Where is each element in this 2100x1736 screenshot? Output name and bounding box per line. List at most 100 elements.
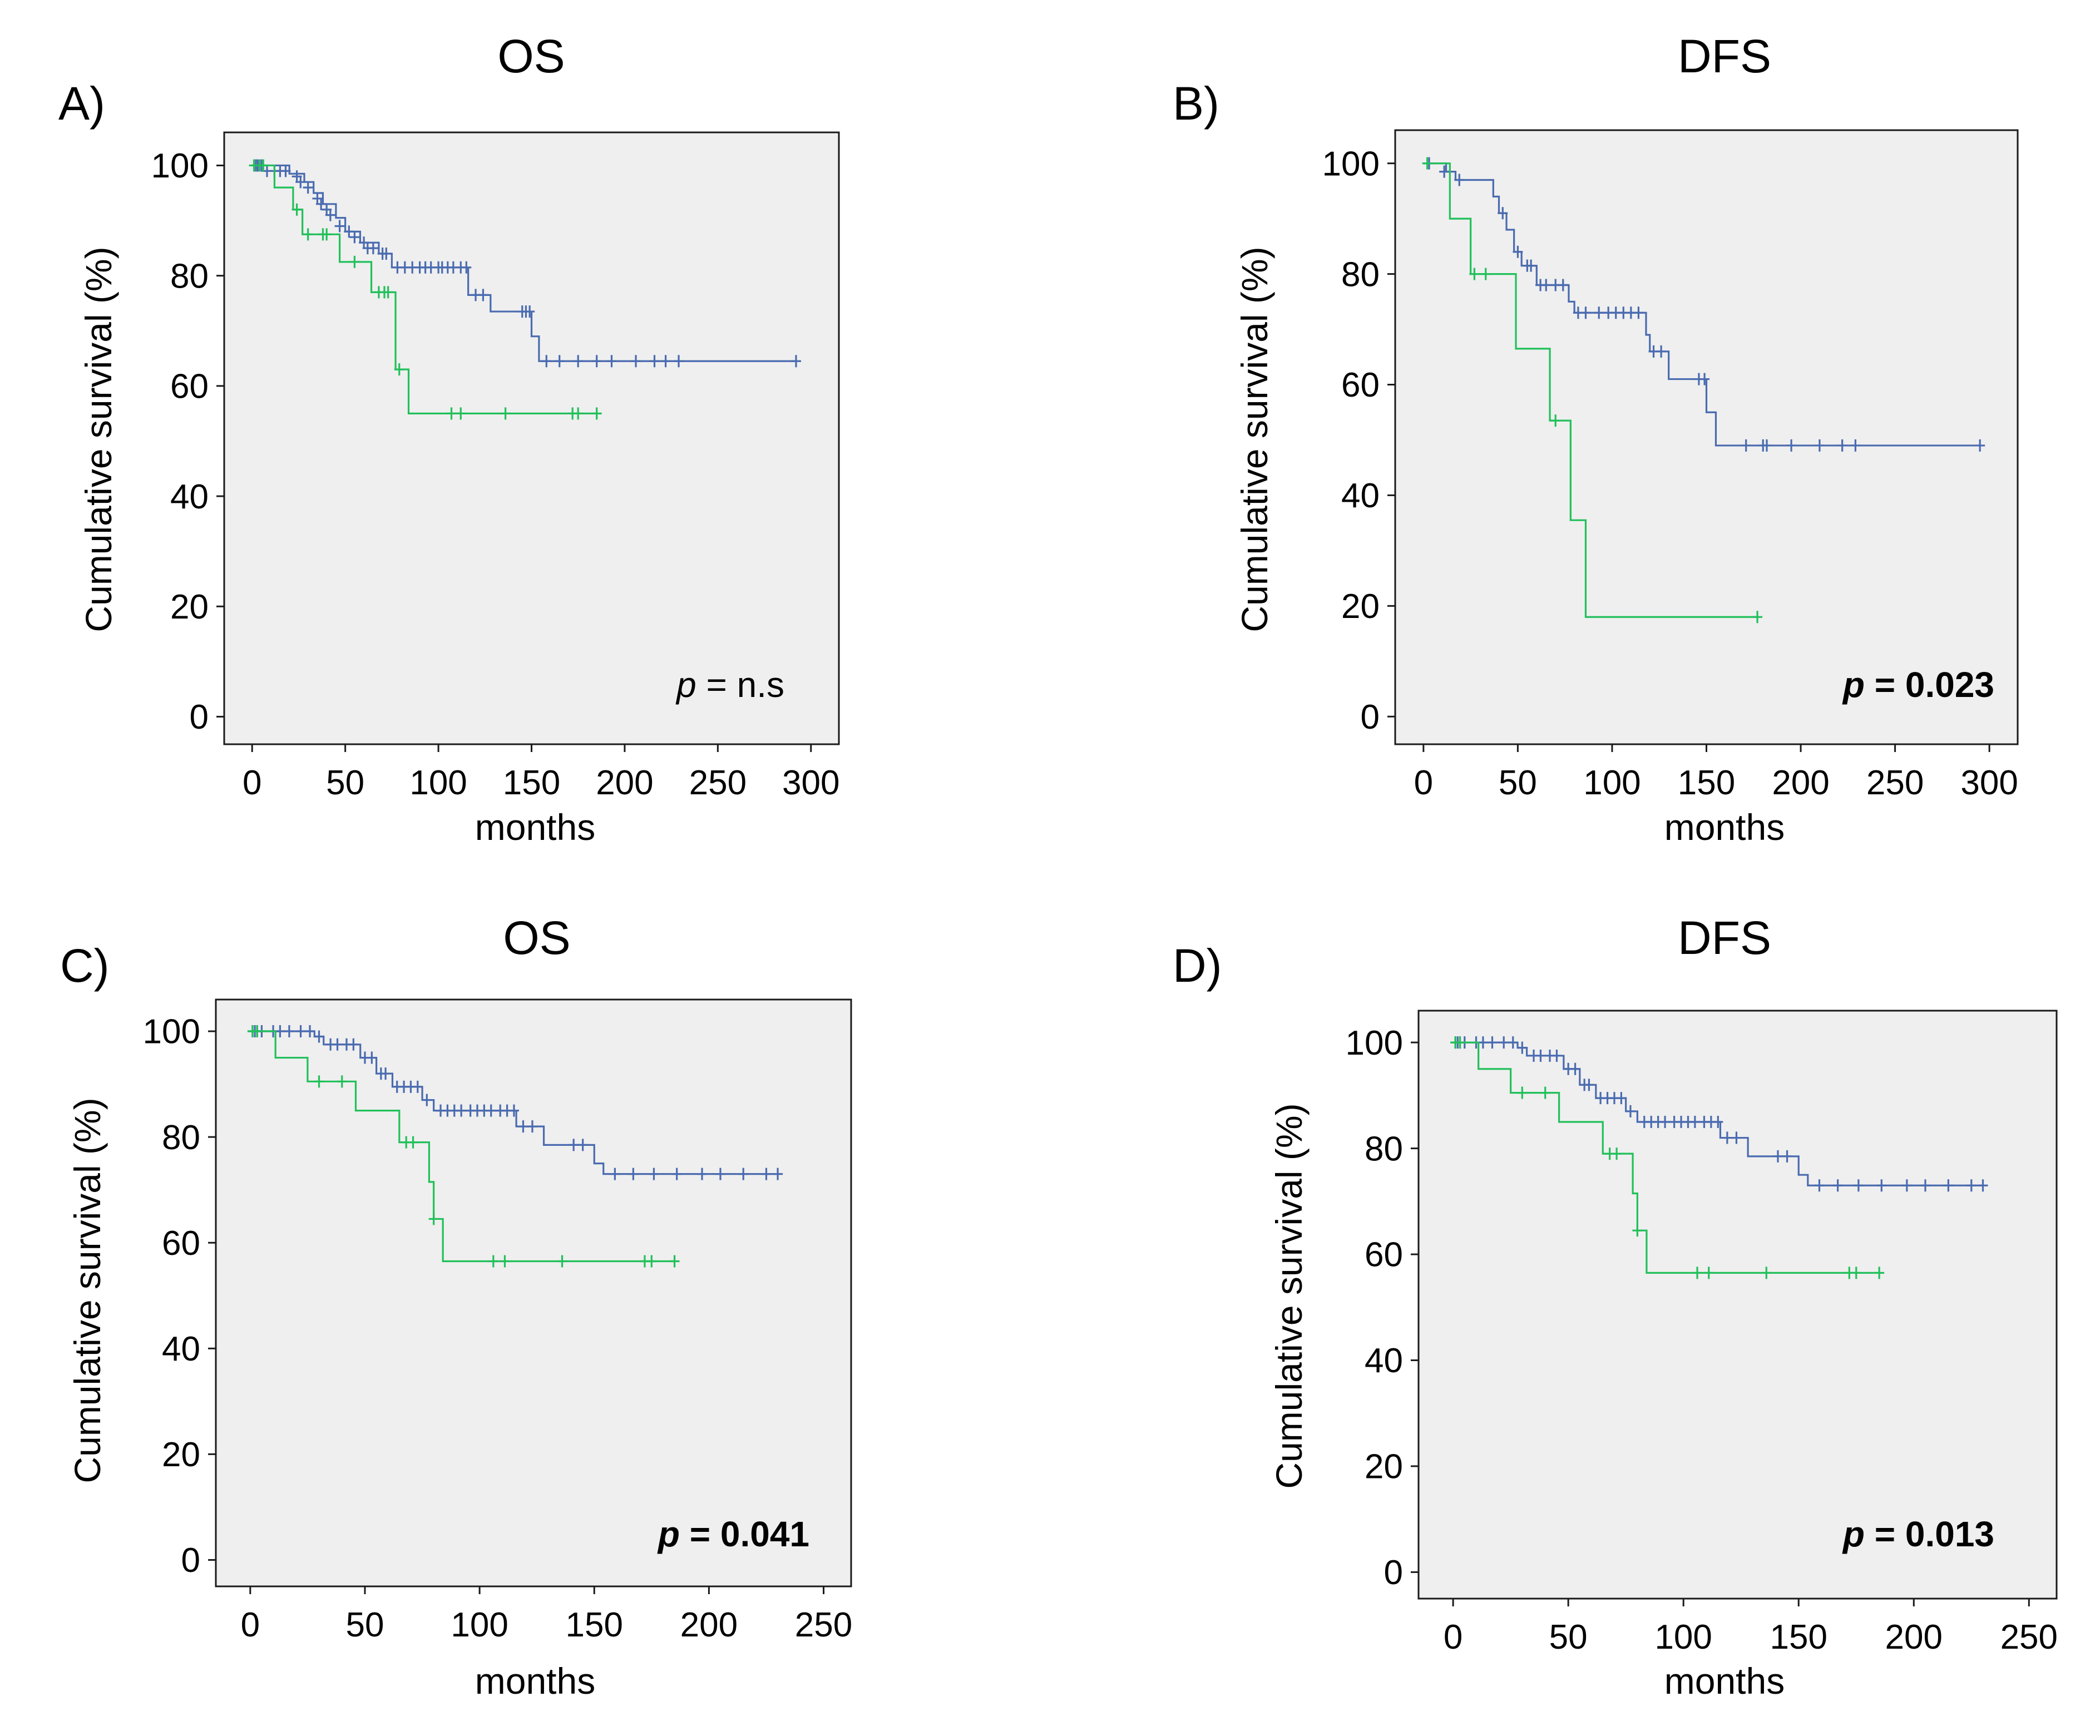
panel-label: A) [58,77,105,130]
censor-mark-blue [631,355,641,368]
plot-area [1417,1010,2058,1600]
chart-title: OS [497,30,565,82]
y-axis-label: Cumulative survival (%) [78,246,119,632]
censor-mark-green [1455,1036,1465,1049]
p-value: = 0.023 [1865,665,1994,705]
panel-b: B) DFS 0 20 40 60 80 100 0 50 100 150 200 250 300 month… [1173,30,2019,848]
y-tick-label: 100 [151,147,209,185]
censor-mark-green [1480,268,1491,280]
x-tick-label: 0 [243,764,261,802]
censor-mark-green [1874,1267,1885,1279]
x-tick-label: 200 [1885,1618,1943,1656]
y-tick-label: 40 [1341,477,1380,515]
censor-mark-blue [1853,1179,1864,1192]
censor-mark-green [1540,1086,1550,1099]
censor-mark-blue [660,355,671,368]
censor-mark-green [1469,268,1480,280]
censor-mark-blue [508,1104,519,1117]
censor-mark-green [1851,1267,1861,1279]
y-tick-label: 60 [162,1224,200,1263]
x-tick-label: 0 [1444,1618,1462,1656]
x-tick-label: 200 [596,764,653,802]
censor-mark-blue [1943,1179,1954,1192]
censor-mark-green [1761,1267,1772,1279]
censor-mark-blue [1499,1036,1509,1049]
censor-mark-blue [316,197,327,210]
censor-mark-green [446,407,457,420]
censor-mark-blue [1814,439,1825,452]
censor-mark-green [1692,1267,1703,1279]
p-value-label: p = 0.013 [1842,1514,1994,1554]
y-tick-label: 20 [1365,1448,1403,1486]
censor-mark-green [591,407,602,420]
y-axis-label: Cumulative survival (%) [1268,1103,1310,1488]
censor-mark-blue [773,1168,783,1180]
censor-mark-blue [422,1094,432,1106]
x-tick-label: 50 [345,1606,384,1644]
censor-mark-blue [478,289,488,301]
panel-a: A) OS 0 20 40 60 80 100 0 50 100 150 200 250 300 months… [58,30,840,848]
censor-mark-blue [1656,345,1667,358]
censor-mark-green [322,228,332,241]
censor-mark-blue [1741,439,1751,452]
censor-mark-blue [1814,1179,1825,1192]
x-tick-label: 300 [782,764,839,802]
censor-mark-blue [1782,1150,1792,1163]
censor-mark-green [314,1075,324,1088]
censor-mark-blue [649,355,660,368]
x-axis-label: months [1664,807,1785,848]
panel-c: C) OS 0 20 40 60 80 100 0 50 100 150 200 250 months Cum… [60,912,852,1702]
censor-mark-blue [280,165,291,177]
series-green [1422,157,1763,624]
censor-mark-blue [295,176,306,189]
y-tick-label: 0 [190,698,209,736]
censor-mark-blue [349,231,360,244]
x-axis-label: months [1664,1660,1785,1702]
p-symbol: p [1842,665,1865,705]
censor-mark-blue [577,1139,588,1151]
censor-mark-green [303,228,313,241]
y-tick-label: 80 [1365,1130,1403,1168]
y-tick-label: 100 [1322,145,1380,183]
censor-mark-blue [1580,306,1591,319]
censor-mark-green [1752,611,1763,624]
censor-mark-blue [591,355,602,368]
censor-mark-blue [1699,373,1710,385]
censor-mark-blue [697,1168,708,1180]
censor-mark-blue [1786,439,1797,452]
censor-mark-green [646,1255,657,1268]
censor-mark-blue [368,242,378,255]
y-tick-label: 0 [1384,1554,1403,1592]
x-tick-label: 100 [451,1606,508,1644]
series-blue [1423,157,1985,452]
survival-curve-green [1423,162,1758,618]
y-tick-label: 20 [162,1436,200,1474]
censor-mark-blue [1508,1036,1518,1049]
x-tick-label: 50 [326,764,364,802]
p-symbol: p [1842,1514,1865,1554]
x-axis-label: months [475,1660,595,1702]
censor-mark-blue [1517,1041,1528,1054]
censor-mark-blue [1541,279,1551,291]
censor-mark-green [337,1075,347,1088]
censor-mark-green [500,407,511,420]
censor-mark-blue [1535,1049,1546,1062]
panel-label: C) [60,939,110,992]
censor-mark-blue [1594,306,1604,319]
y-axis-label: Cumulative survival (%) [67,1097,108,1483]
censor-mark-blue [1616,1092,1627,1105]
y-tick-label: 80 [162,1119,200,1157]
censor-mark-blue [1837,439,1847,452]
censor-mark-blue [1713,1115,1723,1128]
censor-mark-blue [674,355,684,368]
censor-mark-blue [738,1168,749,1180]
y-tick-label: 0 [1361,698,1380,736]
censor-mark-blue [332,1038,343,1051]
censor-mark-blue [649,1168,659,1180]
x-tick-label: 200 [680,1606,738,1644]
censor-mark-green [252,1025,263,1038]
y-tick-label: 40 [162,1330,200,1368]
censor-mark-blue [1978,1179,1988,1192]
censor-mark-blue [1901,1179,1912,1192]
censor-mark-blue [367,1051,377,1064]
